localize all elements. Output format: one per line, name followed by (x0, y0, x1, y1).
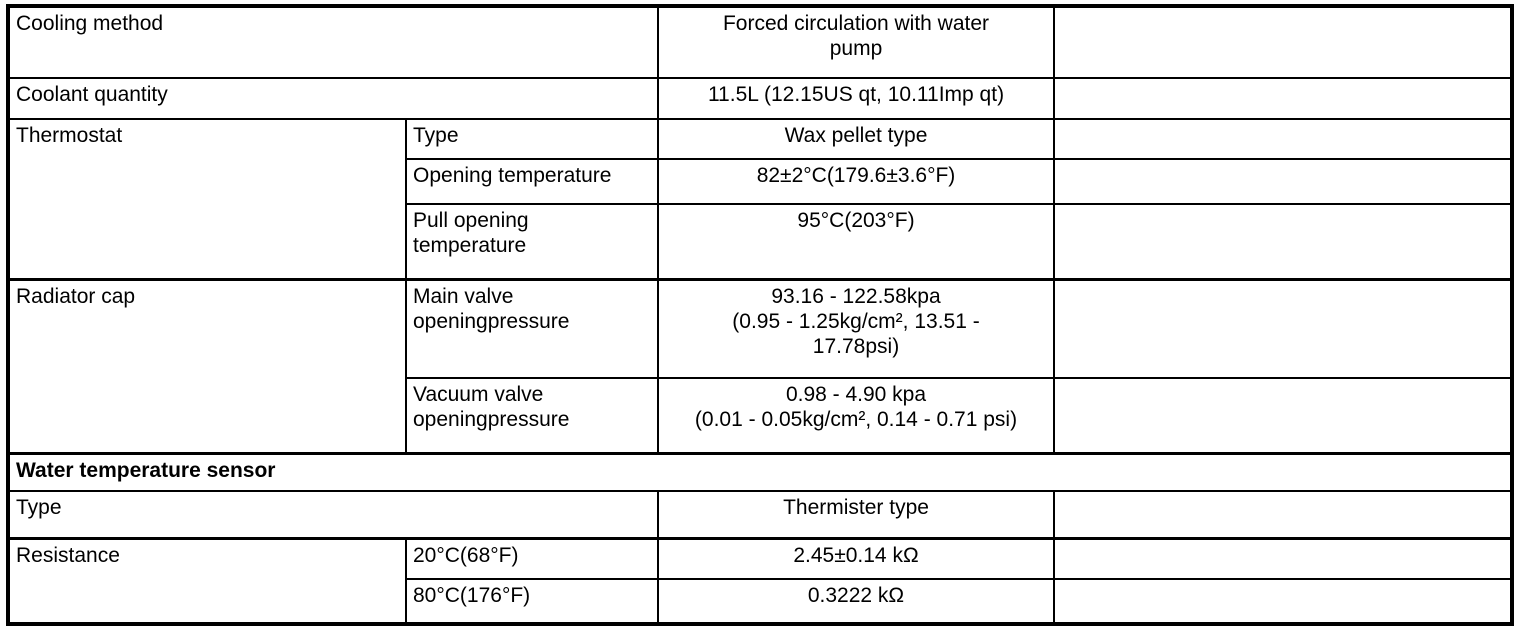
cooling-method-value: Forced circulation with water pump (657, 5, 1055, 79)
empty-cell (1053, 203, 1513, 280)
row-cooling-method: Cooling method Forced circulation with w… (7, 5, 1513, 79)
row-coolant-quantity: Coolant quantity 11.5L (12.15US qt, 10.1… (7, 77, 1513, 120)
row-pull-opening-temperature: Pull opening temperature 95°C(203°F) (8, 203, 1513, 280)
coolant-quantity-label: Coolant quantity (7, 77, 659, 120)
pull-opening-temperature-value: 95°C(203°F) (657, 203, 1055, 280)
resistance-20c-label: 20°C(68°F) (405, 536, 659, 580)
thermostat-label: Thermostat (7, 118, 407, 280)
sensor-type-value: Thermister type (657, 490, 1055, 539)
pull-opening-temperature-label: Pull opening temperature (405, 203, 659, 280)
row-water-temperature-sensor-section: Water temperature sensor (7, 451, 1513, 492)
empty-cell (1053, 490, 1513, 539)
resistance-80c-value: 0.3222 kΩ (657, 578, 1055, 625)
row-radiator-cap-main-valve: Radiator cap Main valve openingpressure … (7, 277, 1513, 454)
vacuum-valve-opening-pressure-label: Vacuum valve openingpressure (405, 377, 659, 454)
main-valve-opening-pressure-value: 93.16 - 122.58kpa (0.95 - 1.25kg/cm², 13… (657, 277, 1055, 379)
row-resistance-80c: 80°C(176°F) 0.3222 kΩ (8, 578, 1513, 625)
empty-cell (1053, 377, 1513, 454)
thermostat-type-value: Wax pellet type (657, 118, 1055, 160)
opening-temperature-value: 82±2°C(179.6±3.6°F) (657, 158, 1055, 205)
empty-cell (1053, 536, 1513, 580)
water-temperature-sensor-section-header: Water temperature sensor (7, 451, 1513, 492)
resistance-20c-value: 2.45±0.14 kΩ (657, 536, 1055, 580)
row-sensor-type: Type Thermister type (7, 490, 1513, 539)
radiator-cap-label: Radiator cap (7, 277, 407, 454)
row-resistance-20c: Resistance 20°C(68°F) 2.45±0.14 kΩ (7, 536, 1513, 625)
empty-cell (1053, 118, 1513, 160)
empty-cell (1053, 5, 1513, 79)
sensor-type-label: Type (7, 490, 659, 539)
main-valve-opening-pressure-label: Main valve openingpressure (405, 277, 659, 379)
empty-cell (1053, 578, 1513, 625)
empty-cell (1053, 77, 1513, 120)
resistance-80c-label: 80°C(176°F) (405, 578, 659, 625)
row-opening-temperature: Opening temperature 82±2°C(179.6±3.6°F) (8, 158, 1513, 205)
opening-temperature-label: Opening temperature (405, 158, 659, 205)
empty-cell (1053, 277, 1513, 379)
row-thermostat-type: Thermostat Type Wax pellet type (7, 118, 1513, 280)
thermostat-type-label: Type (405, 118, 659, 160)
resistance-label: Resistance (7, 536, 407, 625)
cooling-method-label: Cooling method (7, 5, 659, 79)
vacuum-valve-opening-pressure-value: 0.98 - 4.90 kpa (0.01 - 0.05kg/cm², 0.14… (657, 377, 1055, 454)
row-radiator-cap-vacuum-valve: Vacuum valve openingpressure 0.98 - 4.90… (8, 377, 1513, 454)
coolant-quantity-value: 11.5L (12.15US qt, 10.11Imp qt) (657, 77, 1055, 120)
empty-cell (1053, 158, 1513, 205)
cooling-specifications-table: Cooling method Forced circulation with w… (6, 4, 1514, 626)
